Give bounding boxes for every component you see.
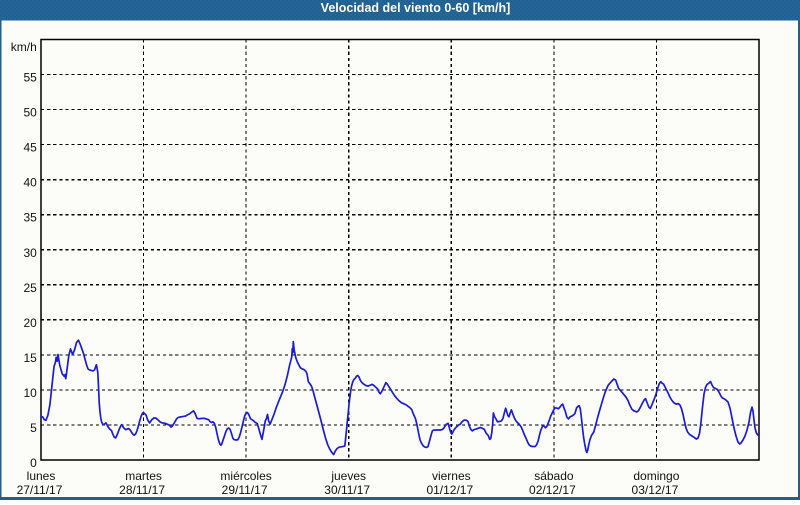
svg-text:29/11/17: 29/11/17 — [222, 483, 268, 497]
svg-text:Velocidad del viento 0-60 [km/: Velocidad del viento 0-60 [km/h] — [321, 1, 511, 15]
svg-text:28/11/17: 28/11/17 — [119, 483, 165, 497]
svg-text:10: 10 — [23, 386, 37, 400]
svg-text:15: 15 — [23, 351, 37, 365]
svg-text:jueves: jueves — [330, 469, 366, 483]
svg-text:sábado: sábado — [534, 469, 574, 483]
svg-text:03/12/17: 03/12/17 — [632, 483, 679, 497]
svg-text:30/11/17: 30/11/17 — [324, 483, 370, 497]
svg-text:martes: martes — [125, 469, 162, 483]
svg-text:25: 25 — [23, 281, 37, 295]
svg-text:50: 50 — [23, 106, 37, 120]
svg-text:55: 55 — [23, 71, 37, 85]
svg-text:35: 35 — [23, 211, 37, 225]
svg-text:0: 0 — [30, 456, 37, 470]
svg-text:viernes: viernes — [432, 469, 471, 483]
svg-text:miércoles: miércoles — [220, 469, 271, 483]
svg-text:01/12/17: 01/12/17 — [426, 483, 473, 497]
svg-text:40: 40 — [23, 176, 37, 190]
svg-text:5: 5 — [30, 421, 37, 435]
svg-text:km/h: km/h — [11, 40, 37, 54]
svg-text:domingo: domingo — [633, 469, 679, 483]
svg-text:27/11/17: 27/11/17 — [17, 483, 63, 497]
svg-text:45: 45 — [23, 141, 37, 155]
svg-text:02/12/17: 02/12/17 — [529, 483, 576, 497]
svg-text:20: 20 — [23, 316, 37, 330]
svg-text:lunes: lunes — [27, 469, 56, 483]
svg-text:30: 30 — [23, 246, 37, 260]
